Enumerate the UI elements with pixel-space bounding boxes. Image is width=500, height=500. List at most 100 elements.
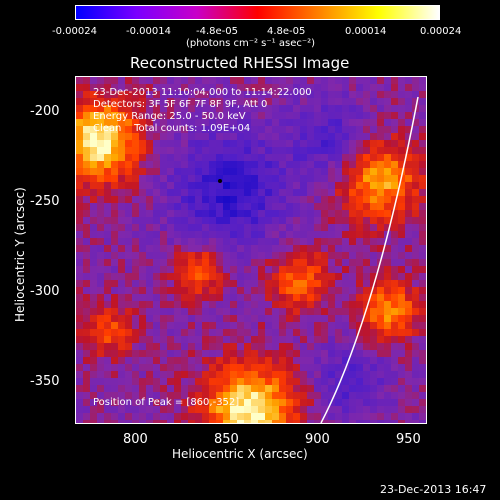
heatmap-cell <box>132 301 139 308</box>
heatmap-cell <box>391 84 398 91</box>
heatmap-cell <box>181 287 188 294</box>
heatmap-cell <box>125 84 132 91</box>
heatmap-cell <box>335 406 342 413</box>
heatmap-cell <box>349 385 356 392</box>
heatmap-cell <box>223 273 230 280</box>
heatmap-cell <box>237 413 244 420</box>
heatmap-cell <box>363 140 370 147</box>
heatmap-cell <box>244 105 251 112</box>
heatmap-cell <box>321 147 328 154</box>
heatmap-cell <box>216 245 223 252</box>
heatmap-cell <box>111 315 118 322</box>
heatmap-cell <box>174 147 181 154</box>
heatmap-cell <box>384 112 391 119</box>
heatmap-cell <box>111 301 118 308</box>
heatmap-cell <box>104 189 111 196</box>
heatmap-cell <box>384 357 391 364</box>
heatmap-cell <box>181 203 188 210</box>
heatmap-cell <box>307 336 314 343</box>
heatmap-cell <box>153 273 160 280</box>
heatmap-cell <box>132 364 139 371</box>
heatmap-cell <box>279 266 286 273</box>
heatmap-cell <box>76 378 83 385</box>
heatmap-cell <box>146 329 153 336</box>
heatmap-cell <box>300 238 307 245</box>
heatmap-cell <box>258 182 265 189</box>
heatmap-cell <box>377 119 384 126</box>
heatmap-cell <box>90 112 97 119</box>
heatmap-cell <box>314 105 321 112</box>
heatmap-cell <box>132 168 139 175</box>
x-axis-label: Heliocentric X (arcsec) <box>172 447 308 461</box>
heatmap-cell <box>405 168 412 175</box>
heatmap-cell <box>167 336 174 343</box>
heatmap-cell <box>265 399 272 406</box>
heatmap-cell <box>146 378 153 385</box>
heatmap-cell <box>363 350 370 357</box>
heatmap-cell <box>419 161 426 168</box>
heatmap-cell <box>216 189 223 196</box>
heatmap-cell <box>370 252 377 259</box>
heatmap-cell <box>118 231 125 238</box>
heatmap-cell <box>314 210 321 217</box>
heatmap-cell <box>377 196 384 203</box>
heatmap-cell <box>258 315 265 322</box>
heatmap-cell <box>209 259 216 266</box>
heatmap-cell <box>139 252 146 259</box>
heatmap-cell <box>174 161 181 168</box>
heatmap-cell <box>314 98 321 105</box>
heatmap-cell <box>76 245 83 252</box>
heatmap-cell <box>272 168 279 175</box>
heatmap-cell <box>265 189 272 196</box>
heatmap-cell <box>335 357 342 364</box>
heatmap-cell <box>188 210 195 217</box>
info-line: 23-Dec-2013 11:10:04.000 to 11:14:22.000 <box>93 87 312 98</box>
heatmap-cell <box>195 126 202 133</box>
heatmap-cell <box>377 273 384 280</box>
heatmap-cell <box>195 105 202 112</box>
heatmap-cell <box>419 385 426 392</box>
heatmap-cell <box>202 406 209 413</box>
heatmap-cell <box>272 161 279 168</box>
heatmap-cell <box>265 406 272 413</box>
heatmap-cell <box>90 147 97 154</box>
heatmap-cell <box>125 140 132 147</box>
heatmap-cell <box>321 336 328 343</box>
heatmap-cell <box>286 217 293 224</box>
heatmap-cell <box>391 112 398 119</box>
heatmap-cell <box>160 378 167 385</box>
heatmap-cell <box>293 189 300 196</box>
heatmap-cell <box>258 371 265 378</box>
heatmap-cell <box>118 406 125 413</box>
heatmap-cell <box>244 315 251 322</box>
heatmap-cell <box>118 182 125 189</box>
heatmap-cell <box>384 385 391 392</box>
heatmap-cell <box>209 294 216 301</box>
heatmap-cell <box>356 98 363 105</box>
heatmap-cell <box>83 168 90 175</box>
heatmap-cell <box>307 378 314 385</box>
heatmap-cell <box>377 329 384 336</box>
heatmap-cell <box>356 420 363 423</box>
heatmap-cell <box>230 133 237 140</box>
heatmap-cell <box>188 266 195 273</box>
heatmap-cell <box>293 168 300 175</box>
heatmap-cell <box>223 350 230 357</box>
heatmap-cell <box>132 350 139 357</box>
heatmap-cell <box>160 301 167 308</box>
heatmap-cell <box>419 91 426 98</box>
heatmap-cell <box>174 266 181 273</box>
heatmap-cell <box>412 217 419 224</box>
heatmap-cell <box>216 287 223 294</box>
heatmap-cell <box>251 294 258 301</box>
heatmap-cell <box>209 371 216 378</box>
heatmap-cell <box>300 126 307 133</box>
heatmap-cell <box>111 224 118 231</box>
heatmap-cell <box>76 413 83 420</box>
heatmap-cell <box>328 147 335 154</box>
heatmap-cell <box>118 238 125 245</box>
heatmap-cell <box>307 343 314 350</box>
heatmap-cell <box>195 84 202 91</box>
heatmap-cell <box>202 105 209 112</box>
heatmap-cell <box>139 259 146 266</box>
